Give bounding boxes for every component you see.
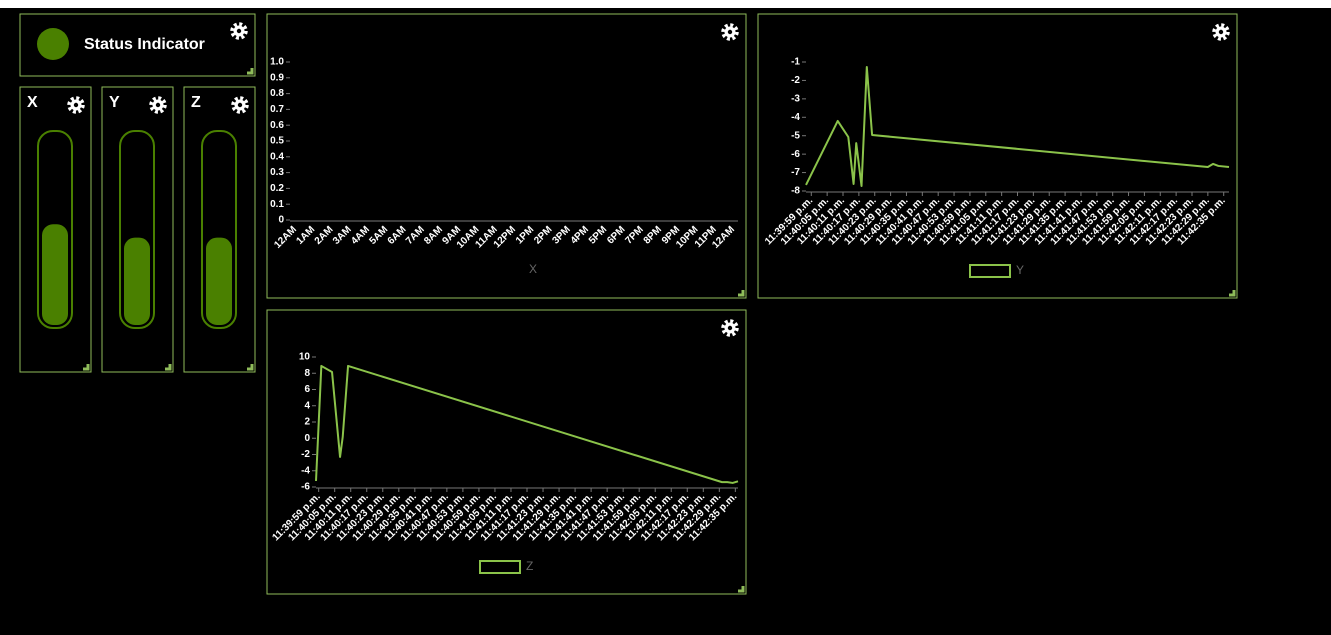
- settings-gear[interactable]: [721, 319, 739, 337]
- y-tick-label: -8: [791, 186, 800, 197]
- top-strip: [0, 0, 1331, 8]
- settings-gear-hole: [727, 29, 733, 35]
- settings-gear[interactable]: [230, 22, 248, 40]
- y-tick-label: 0.8: [270, 88, 284, 99]
- gauge-fill: [42, 224, 68, 325]
- y-tick-label: 0.1: [270, 199, 284, 210]
- gauge-label: X: [27, 94, 38, 111]
- y-tick-label: 6: [304, 384, 310, 395]
- settings-gear-hole: [155, 102, 161, 108]
- y-tick-label: -6: [301, 482, 310, 493]
- settings-gear[interactable]: [231, 96, 249, 114]
- y-tick-label: 0.7: [270, 104, 284, 115]
- legend-label[interactable]: X: [529, 262, 537, 276]
- legend-swatch[interactable]: [969, 264, 1011, 278]
- panel: [266, 309, 747, 595]
- legend-swatch[interactable]: [479, 560, 521, 574]
- y-tick-label: 0.5: [270, 136, 284, 147]
- settings-gear[interactable]: [149, 96, 167, 114]
- y-tick-label: 0.3: [270, 167, 284, 178]
- status-light: [37, 28, 69, 60]
- resize-handle[interactable]: [247, 68, 254, 75]
- y-tick-label: 10: [299, 352, 311, 363]
- y-tick-label: 2: [304, 417, 310, 428]
- resize-handle[interactable]: [165, 364, 172, 371]
- legend-label[interactable]: Z: [526, 559, 533, 573]
- panel: [183, 86, 256, 373]
- gauge-track: [37, 130, 73, 329]
- y-tick-label: -3: [791, 93, 800, 104]
- resize-handle[interactable]: [738, 586, 745, 593]
- y-tick-label: -4: [791, 112, 800, 123]
- y-tick-label: 1.0: [270, 57, 284, 68]
- y-tick-label: 0: [278, 215, 284, 226]
- settings-gear-hole: [1218, 29, 1224, 35]
- panel: [101, 86, 174, 373]
- settings-gear-hole: [73, 102, 79, 108]
- y-tick-label: 0: [304, 433, 310, 444]
- settings-gear[interactable]: [1212, 23, 1230, 41]
- y-tick-label: 0.6: [270, 120, 284, 131]
- gauge-fill: [206, 237, 232, 325]
- settings-gear-hole: [727, 325, 733, 331]
- y-tick-label: -2: [301, 449, 310, 460]
- panel: [757, 13, 1238, 299]
- gauge-track: [201, 130, 237, 329]
- y-tick-label: -5: [791, 130, 800, 141]
- y-tick-label: 0.4: [270, 151, 284, 162]
- panel: [266, 13, 747, 299]
- y-tick-label: 4: [304, 400, 310, 411]
- status-label: Status Indicator: [84, 36, 205, 53]
- y-tick-label: -4: [301, 465, 310, 476]
- gauge-fill: [124, 237, 150, 325]
- settings-gear[interactable]: [67, 96, 85, 114]
- gauge-track: [119, 130, 155, 329]
- legend-label[interactable]: Y: [1016, 263, 1024, 277]
- data-line: [805, 65, 1230, 188]
- data-line: [315, 364, 739, 484]
- settings-gear-hole: [237, 102, 243, 108]
- y-tick-label: 0.9: [270, 72, 284, 83]
- resize-handle[interactable]: [247, 364, 254, 371]
- y-tick-label: 8: [304, 368, 310, 379]
- resize-handle[interactable]: [1229, 290, 1236, 297]
- settings-gear-hole: [236, 28, 242, 34]
- y-tick-label: -6: [791, 149, 800, 160]
- resize-handle[interactable]: [738, 290, 745, 297]
- gauge-label: Y: [109, 94, 120, 111]
- y-tick-label: -1: [791, 57, 800, 68]
- y-tick-label: 0.2: [270, 183, 284, 194]
- resize-handle[interactable]: [83, 364, 90, 371]
- y-tick-label: -2: [791, 75, 800, 86]
- y-tick-label: -7: [791, 167, 800, 178]
- gauge-label: Z: [191, 94, 201, 111]
- settings-gear[interactable]: [721, 23, 739, 41]
